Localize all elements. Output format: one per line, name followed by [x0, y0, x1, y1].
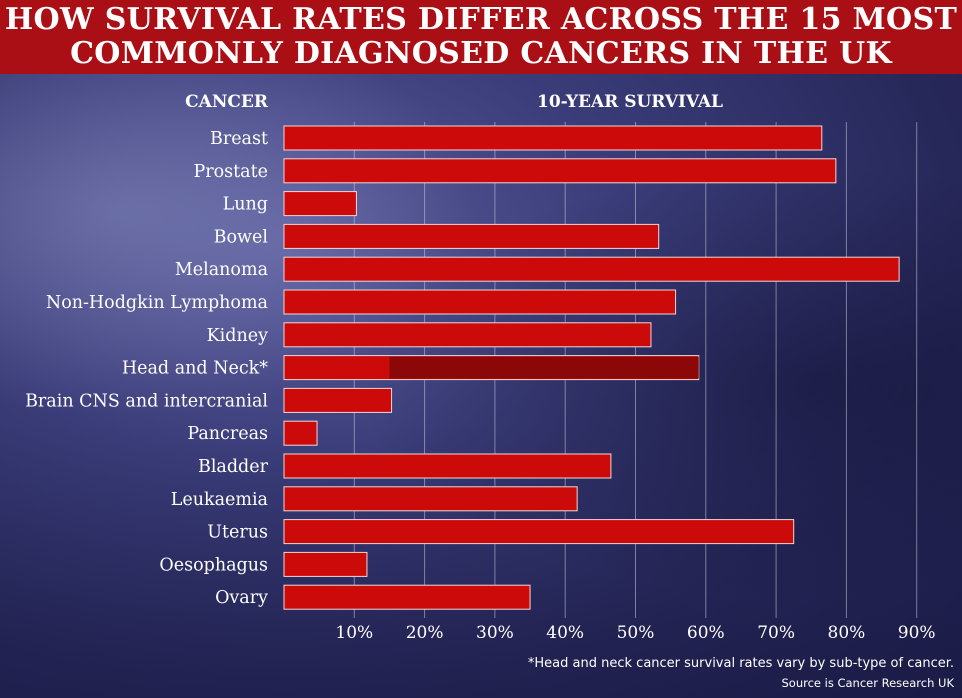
range-bar-head-and-neck — [389, 356, 699, 379]
footnote: *Head and neck cancer survival rates var… — [527, 656, 954, 671]
bar-oesophagus — [283, 551, 368, 577]
bar-breast — [283, 125, 823, 151]
x-tick-label-80: 80% — [828, 623, 866, 643]
x-tick-label-10: 10% — [335, 623, 373, 643]
x-tick-label-90: 90% — [898, 623, 936, 643]
value-header: 10-YEAR SURVIVAL — [537, 92, 723, 112]
bars — [283, 125, 900, 610]
bar-leukaemia — [283, 486, 578, 512]
category-label-non-hodgkin-lymphoma: Non-Hodgkin Lymphoma — [46, 293, 268, 313]
category-label-bowel: Bowel — [214, 227, 269, 247]
bar-brain-cns-and-intercranial — [283, 387, 393, 413]
bar-lung — [283, 191, 357, 217]
category-label-oesophagus: Oesophagus — [159, 555, 268, 575]
category-label-ovary: Ovary — [215, 588, 268, 608]
x-tick-label-60: 60% — [687, 623, 725, 643]
title-line-1: HOW SURVIVAL RATES DIFFER ACROSS THE 15 … — [4, 2, 958, 37]
category-label-pancreas: Pancreas — [187, 424, 268, 444]
category-label-kidney: Kidney — [207, 326, 269, 346]
bar-bladder — [283, 453, 612, 479]
category-label-uterus: Uterus — [207, 523, 268, 543]
bar-kidney — [283, 322, 652, 348]
category-label-head-and-neck: Head and Neck* — [122, 359, 268, 379]
category-label-brain-cns-and-intercranial: Brain CNS and intercranial — [25, 391, 268, 411]
bar-pancreas — [283, 420, 318, 446]
category-labels: Breast Prostate Lung Bowel Melanoma Non-Hodgk… — [25, 129, 269, 608]
category-label-leukaemia: Leukaemia — [171, 490, 268, 510]
bar-non-hodgkin-lymphoma — [283, 289, 677, 315]
category-label-melanoma: Melanoma — [175, 260, 268, 280]
source-note: Source is Cancer Research UK — [781, 676, 954, 690]
x-tick-label-40: 40% — [546, 623, 584, 643]
title-banner: HOW SURVIVAL RATES DIFFER ACROSS THE 15 … — [0, 0, 962, 74]
x-tick-labels: 10% 20% 30% 40% 50% 60% 70% 80% 90% — [335, 623, 935, 643]
category-label-lung: Lung — [223, 195, 268, 215]
x-tick-label-70: 70% — [757, 623, 795, 643]
bar-ovary — [283, 584, 531, 610]
category-header: CANCER — [185, 92, 269, 112]
category-label-breast: Breast — [210, 129, 268, 149]
x-tick-label-50: 50% — [617, 623, 655, 643]
title-line-2: COMMONLY DIAGNOSED CANCERS IN THE UK — [70, 36, 892, 71]
x-tick-label-30: 30% — [476, 623, 514, 643]
bar-prostate — [283, 158, 837, 184]
x-tick-label-20: 20% — [406, 623, 444, 643]
category-label-bladder: Bladder — [198, 457, 269, 477]
bar-bowel — [283, 223, 660, 249]
bar-uterus — [283, 519, 795, 545]
category-label-prostate: Prostate — [193, 162, 268, 182]
bar-melanoma — [283, 256, 900, 282]
